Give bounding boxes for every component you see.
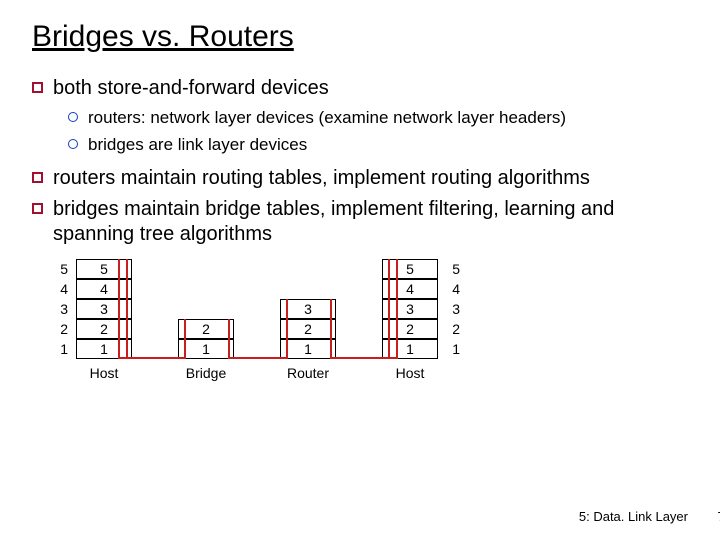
bullet-list: both store-and-forward devices routers: … bbox=[32, 76, 688, 247]
layer-cell: 2 bbox=[76, 319, 132, 339]
connection-line bbox=[388, 259, 390, 359]
connection-line bbox=[184, 319, 186, 359]
circle-bullet-icon bbox=[68, 112, 78, 122]
circle-bullet-icon bbox=[68, 139, 78, 149]
layer-cell: 3 bbox=[382, 299, 438, 319]
square-bullet-icon bbox=[32, 203, 43, 214]
connection-line bbox=[396, 259, 398, 359]
layer-cell: 5 bbox=[76, 259, 132, 279]
connection-line bbox=[118, 259, 120, 359]
layer-number: 3 bbox=[54, 301, 68, 317]
protocol-stack: 54321 Host bbox=[382, 259, 438, 381]
layer-cell: 4 bbox=[382, 279, 438, 299]
stack-label: Host bbox=[382, 365, 438, 381]
layer-cell: 2 bbox=[280, 319, 336, 339]
layer-number: 5 bbox=[54, 261, 68, 277]
connection-line bbox=[118, 357, 184, 359]
layer-cell: 1 bbox=[382, 339, 438, 359]
bullet-2: routers maintain routing tables, impleme… bbox=[32, 166, 688, 191]
protocol-stack: 54321 Host bbox=[76, 259, 132, 381]
layer-cell: 3 bbox=[76, 299, 132, 319]
sub-bullet-1-2: bridges are link layer devices bbox=[68, 134, 688, 155]
layer-number: 3 bbox=[446, 301, 460, 317]
stack-label: Host bbox=[76, 365, 132, 381]
sub-bullet-text: routers: network layer devices (examine … bbox=[88, 107, 566, 128]
connection-line bbox=[228, 357, 286, 359]
layer-cell: 2 bbox=[178, 319, 234, 339]
connection-line bbox=[286, 299, 288, 359]
bullet-text: both store-and-forward devices bbox=[53, 76, 329, 101]
bullet-text: bridges maintain bridge tables, implemen… bbox=[53, 197, 688, 247]
connection-line bbox=[228, 319, 230, 359]
bullet-3: bridges maintain bridge tables, implemen… bbox=[32, 197, 688, 247]
square-bullet-icon bbox=[32, 172, 43, 183]
sub-bullet-list-1: routers: network layer devices (examine … bbox=[68, 107, 688, 156]
layer-number: 5 bbox=[446, 261, 460, 277]
layer-number: 4 bbox=[54, 281, 68, 297]
connection-line bbox=[126, 259, 128, 359]
stack-label: Router bbox=[280, 365, 336, 381]
sub-bullet-text: bridges are link layer devices bbox=[88, 134, 307, 155]
layer-number: 1 bbox=[54, 341, 68, 357]
bullet-text: routers maintain routing tables, impleme… bbox=[53, 166, 590, 191]
protocol-stack: 321 Router bbox=[280, 299, 336, 381]
layer-number: 4 bbox=[446, 281, 460, 297]
bullet-1: both store-and-forward devices bbox=[32, 76, 688, 101]
layer-cell: 1 bbox=[76, 339, 132, 359]
layer-number: 2 bbox=[54, 321, 68, 337]
connection-line bbox=[330, 299, 332, 359]
connection-line bbox=[330, 357, 396, 359]
layer-cell: 3 bbox=[280, 299, 336, 319]
stack-label: Bridge bbox=[178, 365, 234, 381]
layer-cell: 2 bbox=[382, 319, 438, 339]
layer-cell: 1 bbox=[280, 339, 336, 359]
layer-cell: 1 bbox=[178, 339, 234, 359]
layer-cell: 4 bbox=[76, 279, 132, 299]
protocol-stack: 21 Bridge bbox=[178, 319, 234, 381]
sub-bullet-1-1: routers: network layer devices (examine … bbox=[68, 107, 688, 128]
square-bullet-icon bbox=[32, 82, 43, 93]
footer-text: 5: Data. Link Layer bbox=[579, 509, 688, 524]
layer-stack-diagram: 543215432154321Host21Bridge321Router5432… bbox=[40, 259, 500, 409]
layer-number: 1 bbox=[446, 341, 460, 357]
layer-number: 2 bbox=[446, 321, 460, 337]
slide-title: Bridges vs. Routers bbox=[32, 20, 688, 54]
layer-cell: 5 bbox=[382, 259, 438, 279]
